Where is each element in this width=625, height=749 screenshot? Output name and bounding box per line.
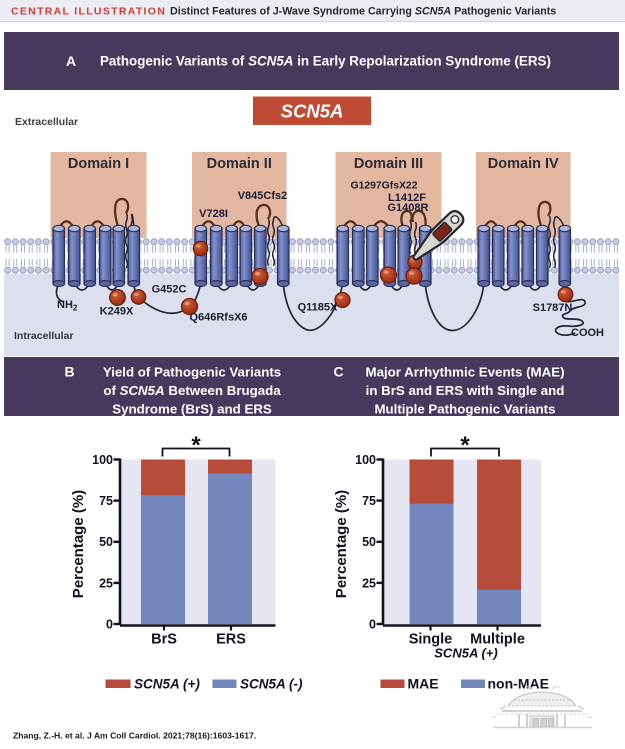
- svg-text:ERS: ERS: [216, 632, 246, 648]
- svg-text:SCN5A (+): SCN5A (+): [134, 677, 200, 692]
- svg-text:Syndrome (BrS) and ERS: Syndrome (BrS) and ERS: [112, 402, 272, 417]
- svg-text:SCN5A: SCN5A: [281, 101, 344, 122]
- svg-text:75: 75: [99, 494, 113, 508]
- svg-text:Q1185X: Q1185X: [298, 302, 338, 314]
- svg-text:*: *: [460, 432, 470, 459]
- svg-text:G1297GfsX22: G1297GfsX22: [350, 181, 417, 192]
- svg-text:V845Cfs2: V845Cfs2: [238, 190, 288, 202]
- svg-text:of SCN5A Between Brugada: of SCN5A Between Brugada: [103, 383, 281, 398]
- svg-text:50: 50: [99, 535, 113, 549]
- svg-text:50: 50: [362, 535, 376, 549]
- svg-text:V728I: V728I: [199, 208, 228, 220]
- svg-text:G1408R: G1408R: [388, 202, 429, 214]
- svg-text:COOH: COOH: [571, 327, 604, 339]
- svg-text:Q646RfsX6: Q646RfsX6: [189, 312, 247, 324]
- svg-text:Domain I: Domain I: [68, 156, 129, 172]
- svg-text:K249X: K249X: [100, 306, 134, 318]
- svg-text:BrS: BrS: [151, 632, 177, 648]
- svg-text:SCN5A (+): SCN5A (+): [434, 646, 497, 661]
- svg-text:0: 0: [106, 618, 113, 632]
- svg-text:C: C: [334, 364, 344, 380]
- svg-text:Multiple: Multiple: [470, 632, 525, 648]
- svg-text:A: A: [66, 53, 76, 69]
- svg-text:100: 100: [92, 453, 113, 467]
- svg-text:Extracellular: Extracellular: [15, 116, 78, 128]
- svg-text:Intracellular: Intracellular: [14, 330, 74, 342]
- svg-text:Domain IV: Domain IV: [488, 156, 559, 172]
- svg-text:Distinct Features of J-Wave Sy: Distinct Features of J-Wave Syndrome Car…: [170, 6, 556, 18]
- svg-text:SCN5A (-): SCN5A (-): [240, 677, 303, 692]
- svg-text:0: 0: [369, 618, 376, 632]
- svg-text:Domain III: Domain III: [354, 156, 423, 172]
- svg-text:NH2: NH2: [57, 299, 78, 313]
- svg-text:Major Arrhythmic Events (MAE): Major Arrhythmic Events (MAE): [366, 365, 565, 380]
- svg-text:B: B: [65, 364, 75, 380]
- svg-text:100: 100: [355, 453, 376, 467]
- svg-text:in BrS and ERS with Single and: in BrS and ERS with Single and: [366, 383, 565, 398]
- svg-text:Yield of Pathogenic Variants: Yield of Pathogenic Variants: [103, 365, 281, 380]
- svg-text:non-MAE: non-MAE: [488, 676, 549, 692]
- svg-text:Single: Single: [409, 632, 453, 648]
- svg-text:G452C: G452C: [152, 284, 187, 296]
- svg-text:25: 25: [362, 576, 376, 590]
- svg-text:Domain II: Domain II: [207, 156, 272, 172]
- svg-text:L1412F: L1412F: [388, 192, 426, 204]
- svg-text:Percentage (%): Percentage (%): [333, 490, 350, 598]
- svg-text:S1787N: S1787N: [533, 302, 573, 314]
- svg-text:Zhang, Z.-H. et al. J Am Coll: Zhang, Z.-H. et al. J Am Coll Cardiol. 2…: [13, 731, 256, 741]
- svg-text:*: *: [191, 432, 201, 459]
- svg-text:Multiple Pathogenic Variants: Multiple Pathogenic Variants: [374, 402, 555, 417]
- svg-text:25: 25: [99, 576, 113, 590]
- svg-text:MAE: MAE: [408, 676, 439, 692]
- svg-text:CENTRAL ILLUSTRATION: CENTRAL ILLUSTRATION: [11, 6, 166, 18]
- svg-text:75: 75: [362, 494, 376, 508]
- svg-text:Pathogenic Variants of SCN5A i: Pathogenic Variants of SCN5A in Early Re…: [100, 54, 551, 69]
- svg-text:Percentage (%): Percentage (%): [70, 490, 87, 598]
